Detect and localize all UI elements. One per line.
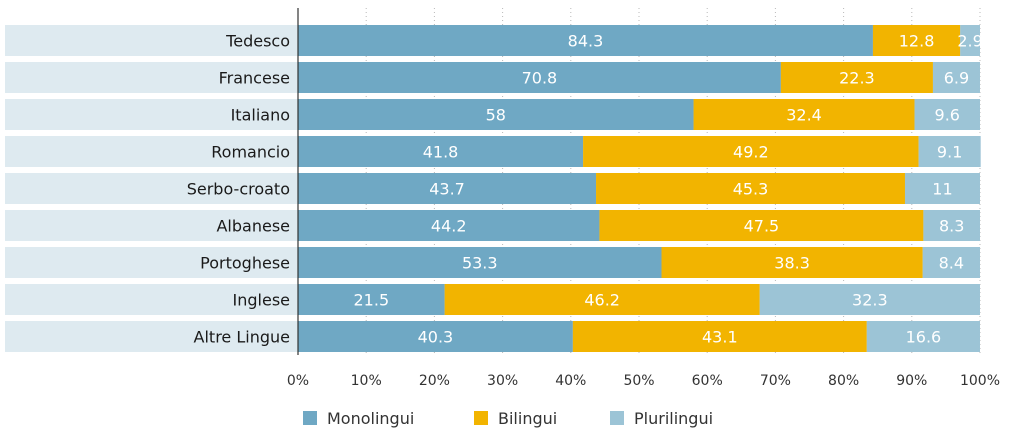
legend-label: Plurilingui: [634, 409, 713, 428]
legend-label: Bilingui: [498, 409, 557, 428]
data-label: 58: [486, 106, 506, 125]
data-label: 41.8: [423, 143, 459, 162]
bar-segment: [298, 25, 873, 56]
category-label: Romancio: [211, 143, 290, 162]
bar-segment: [298, 173, 597, 204]
x-axis-ticks: 0% 10% 20% 30% 40% 50% 60% 70% 80% 90% 100%: [287, 373, 1000, 389]
data-label: 43.1: [702, 328, 738, 347]
bar-segment: [693, 99, 915, 130]
x-tick-label: 0%: [287, 373, 309, 389]
bar-segment: [599, 210, 924, 241]
category-label: Portoghese: [200, 254, 290, 273]
legend-swatch: [474, 411, 488, 425]
data-label: 6.9: [944, 69, 969, 88]
category-label: Serbo-croato: [187, 180, 290, 199]
category-label: Francese: [219, 69, 290, 88]
category-label: Albanese: [216, 217, 290, 236]
bars: 84.3 12.8 2.9 70.8 22.3 6.9 58 32.4 9.6 41.8 49.2 9…: [298, 25, 983, 352]
legend-label: Monolingui: [327, 409, 414, 428]
data-label: 8.4: [939, 254, 964, 273]
bar-segment: [444, 284, 760, 315]
data-label: 38.3: [774, 254, 810, 273]
x-tick-label: 70%: [760, 373, 791, 389]
bar-segment: [960, 25, 980, 56]
x-tick-label: 90%: [896, 373, 927, 389]
bar-segment: [866, 321, 980, 352]
bar-segment: [904, 173, 980, 204]
x-tick-label: 80%: [828, 373, 859, 389]
data-label: 9.6: [935, 106, 960, 125]
data-label: 70.8: [522, 69, 558, 88]
data-label: 9.1: [937, 143, 962, 162]
bar-segment: [932, 62, 980, 93]
bar-segment: [583, 136, 919, 167]
bar-segment: [918, 136, 981, 167]
legend-swatch: [610, 411, 624, 425]
bar-segment: [922, 247, 980, 278]
category-label: Tedesco: [225, 32, 290, 51]
data-label: 22.3: [839, 69, 875, 88]
data-label: 45.3: [733, 180, 769, 199]
x-tick-label: 30%: [487, 373, 518, 389]
bar-segment: [923, 210, 980, 241]
data-label: 53.3: [462, 254, 498, 273]
x-tick-label: 40%: [555, 373, 586, 389]
category-label: Inglese: [233, 291, 290, 310]
data-label: 2.9: [957, 32, 982, 51]
data-label: 12.8: [899, 32, 935, 51]
bar-segment: [572, 321, 867, 352]
data-label: 44.2: [431, 217, 467, 236]
legend-swatch: [303, 411, 317, 425]
category-labels: Tedesco Francese Italiano Romancio Serbo-cro…: [187, 32, 290, 347]
category-label: Altre Lingue: [194, 328, 290, 347]
bar-segment: [661, 247, 923, 278]
data-label: 47.5: [744, 217, 780, 236]
bar-segment: [780, 62, 933, 93]
bar-segment: [298, 247, 662, 278]
bar-segment: [298, 136, 584, 167]
bar-segment: [872, 25, 961, 56]
bar-segment: [914, 99, 980, 130]
bar-segment: [298, 284, 445, 315]
data-label: 32.4: [786, 106, 822, 125]
x-tick-label: 10%: [351, 373, 382, 389]
bar-segment: [298, 210, 600, 241]
data-label: 43.7: [429, 180, 465, 199]
data-label: 21.5: [354, 291, 390, 310]
bar-segment: [298, 99, 694, 130]
x-tick-label: 60%: [692, 373, 723, 389]
data-label: 8.3: [939, 217, 964, 236]
bar-segment: [759, 284, 980, 315]
data-label: 84.3: [568, 32, 604, 51]
data-label: 11: [932, 180, 952, 199]
x-tick-label: 20%: [419, 373, 450, 389]
data-label: 40.3: [418, 328, 454, 347]
bar-segment: [596, 173, 905, 204]
bar-segment: [298, 321, 573, 352]
data-label: 32.3: [852, 291, 888, 310]
x-tick-label: 50%: [623, 373, 654, 389]
x-tick-label: 100%: [960, 373, 1000, 389]
bar-segment: [298, 62, 781, 93]
data-label: 46.2: [584, 291, 620, 310]
data-label: 16.6: [906, 328, 942, 347]
data-label: 49.2: [733, 143, 769, 162]
legend: Monolingui Bilingui Plurilingui: [303, 409, 713, 428]
category-label: Italiano: [231, 106, 290, 125]
